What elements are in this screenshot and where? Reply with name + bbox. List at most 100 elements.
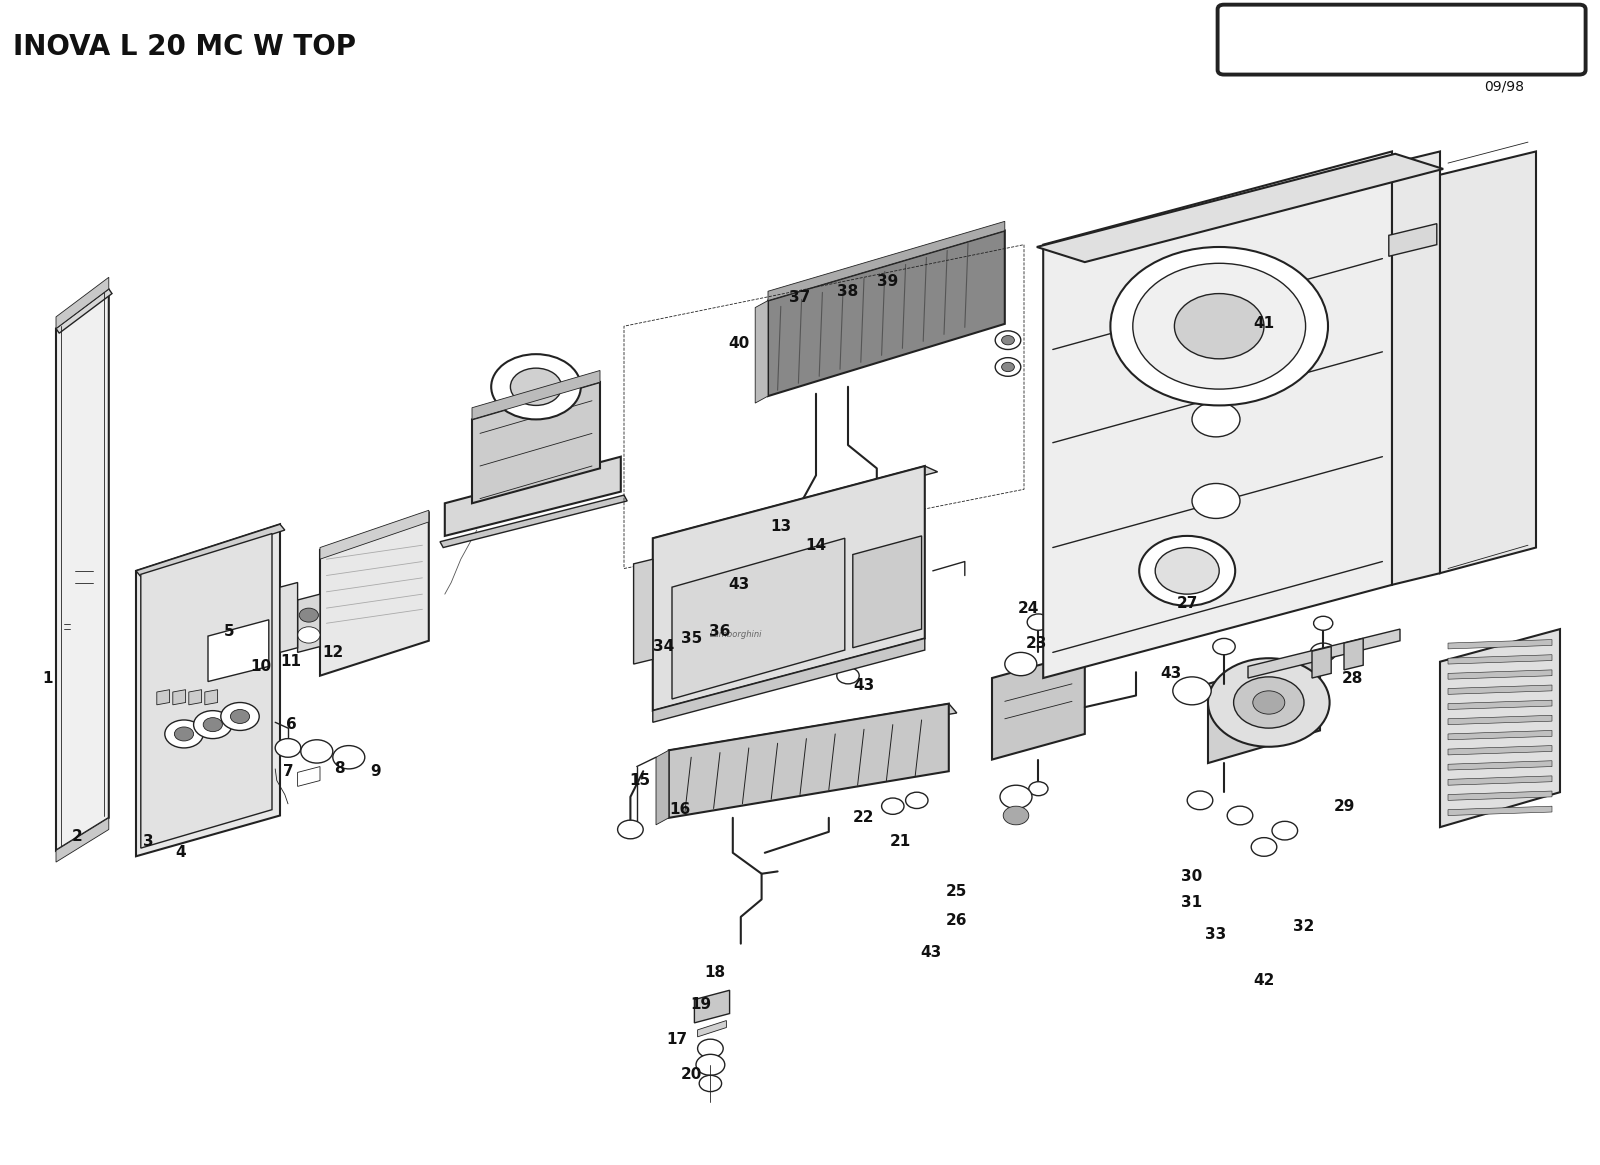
Circle shape bbox=[221, 702, 259, 730]
Circle shape bbox=[203, 718, 222, 732]
Polygon shape bbox=[157, 690, 170, 705]
Text: 27: 27 bbox=[1176, 596, 1198, 610]
Text: 37: 37 bbox=[789, 290, 811, 304]
Circle shape bbox=[1192, 402, 1240, 437]
Polygon shape bbox=[298, 594, 320, 652]
Text: 1152: 1152 bbox=[1371, 17, 1486, 59]
Text: 11: 11 bbox=[280, 655, 302, 669]
Polygon shape bbox=[853, 536, 922, 648]
Circle shape bbox=[1155, 548, 1219, 594]
Polygon shape bbox=[136, 524, 280, 856]
Circle shape bbox=[165, 720, 203, 748]
Text: 7: 7 bbox=[283, 764, 293, 778]
Polygon shape bbox=[694, 990, 730, 1023]
Circle shape bbox=[1029, 782, 1048, 796]
Circle shape bbox=[1310, 643, 1336, 662]
Text: 10: 10 bbox=[250, 659, 272, 673]
Polygon shape bbox=[298, 767, 320, 786]
Text: 34: 34 bbox=[653, 640, 675, 654]
Circle shape bbox=[696, 1054, 725, 1075]
Circle shape bbox=[174, 727, 194, 741]
Polygon shape bbox=[56, 289, 109, 850]
Polygon shape bbox=[1448, 685, 1552, 694]
Polygon shape bbox=[1448, 761, 1552, 770]
Polygon shape bbox=[669, 704, 957, 760]
Polygon shape bbox=[1392, 151, 1440, 585]
Polygon shape bbox=[440, 495, 627, 548]
Text: 28: 28 bbox=[1341, 671, 1363, 685]
Text: 25: 25 bbox=[946, 884, 968, 898]
Polygon shape bbox=[56, 289, 112, 333]
Text: 12: 12 bbox=[322, 645, 344, 659]
Text: 36: 36 bbox=[709, 624, 731, 638]
Polygon shape bbox=[445, 457, 621, 536]
Circle shape bbox=[1227, 806, 1253, 825]
Polygon shape bbox=[1389, 224, 1437, 256]
Text: 38: 38 bbox=[837, 284, 859, 298]
Polygon shape bbox=[653, 466, 938, 544]
Circle shape bbox=[805, 518, 827, 535]
Polygon shape bbox=[472, 382, 600, 503]
Circle shape bbox=[1003, 806, 1029, 825]
Circle shape bbox=[1314, 616, 1333, 630]
Text: 29: 29 bbox=[1333, 799, 1355, 813]
Text: 18: 18 bbox=[704, 966, 726, 980]
Polygon shape bbox=[1448, 806, 1552, 816]
Text: 3: 3 bbox=[144, 834, 154, 848]
Text: Lamborghini: Lamborghini bbox=[710, 630, 762, 640]
Circle shape bbox=[194, 711, 232, 739]
Polygon shape bbox=[1440, 151, 1536, 573]
Text: 6: 6 bbox=[286, 718, 296, 732]
Circle shape bbox=[995, 331, 1021, 350]
Polygon shape bbox=[669, 704, 949, 818]
Text: 09/98: 09/98 bbox=[1485, 79, 1523, 93]
Polygon shape bbox=[136, 524, 285, 577]
Text: 9: 9 bbox=[371, 764, 381, 778]
Polygon shape bbox=[1448, 670, 1552, 679]
Polygon shape bbox=[320, 510, 429, 559]
Text: 43: 43 bbox=[728, 578, 750, 592]
Circle shape bbox=[1253, 691, 1285, 714]
Polygon shape bbox=[1448, 640, 1552, 649]
Polygon shape bbox=[653, 638, 925, 722]
Polygon shape bbox=[768, 231, 1005, 396]
Circle shape bbox=[1000, 785, 1032, 809]
Polygon shape bbox=[1043, 151, 1392, 678]
Text: 23: 23 bbox=[1026, 636, 1048, 650]
Text: 8: 8 bbox=[334, 762, 344, 776]
Circle shape bbox=[491, 354, 581, 419]
Polygon shape bbox=[56, 277, 109, 329]
Text: 32: 32 bbox=[1293, 919, 1315, 933]
FancyBboxPatch shape bbox=[1218, 5, 1586, 75]
Text: 43: 43 bbox=[1160, 666, 1182, 680]
Polygon shape bbox=[141, 534, 272, 848]
Polygon shape bbox=[320, 513, 429, 676]
Text: 26: 26 bbox=[946, 913, 968, 927]
Text: 39: 39 bbox=[877, 275, 899, 289]
Polygon shape bbox=[653, 466, 925, 711]
Text: 20: 20 bbox=[680, 1067, 702, 1081]
Polygon shape bbox=[672, 538, 845, 699]
Circle shape bbox=[275, 739, 301, 757]
Polygon shape bbox=[1448, 791, 1552, 800]
Circle shape bbox=[699, 1075, 722, 1092]
Circle shape bbox=[1002, 362, 1014, 372]
Circle shape bbox=[299, 608, 318, 622]
Text: 42: 42 bbox=[1253, 974, 1275, 988]
Circle shape bbox=[838, 555, 858, 569]
Text: 24: 24 bbox=[1018, 601, 1040, 615]
Polygon shape bbox=[992, 652, 1085, 760]
Polygon shape bbox=[1448, 700, 1552, 709]
Polygon shape bbox=[1344, 638, 1363, 670]
Circle shape bbox=[230, 709, 250, 723]
Circle shape bbox=[995, 358, 1021, 376]
Text: 40: 40 bbox=[728, 337, 750, 351]
Text: 1: 1 bbox=[43, 671, 53, 685]
Text: 33: 33 bbox=[1205, 927, 1227, 941]
Circle shape bbox=[1234, 677, 1304, 728]
Polygon shape bbox=[173, 690, 186, 705]
Circle shape bbox=[1139, 536, 1235, 606]
Polygon shape bbox=[755, 301, 768, 403]
Circle shape bbox=[298, 627, 320, 643]
Circle shape bbox=[301, 740, 333, 763]
